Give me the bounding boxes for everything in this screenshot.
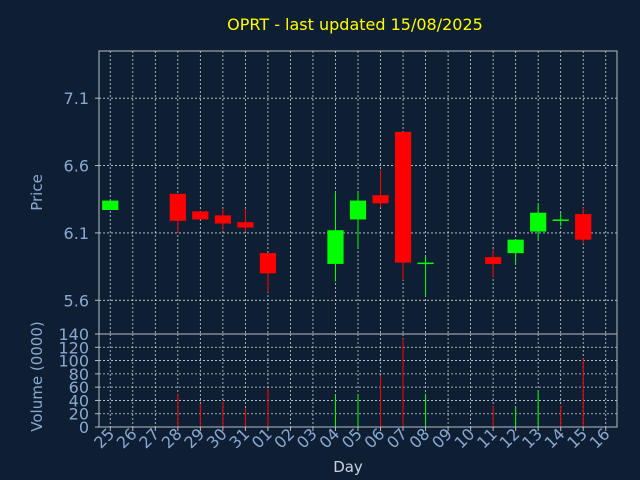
volume-y-tick-label: 140 — [58, 325, 89, 344]
x-axis-label: Day — [333, 458, 363, 476]
candle-11 — [485, 249, 502, 278]
volume-y-tick-label: 60 — [69, 378, 89, 397]
volume-y-tick-label: 80 — [69, 365, 89, 384]
x-tick-label: 16 — [586, 424, 614, 452]
candle-08 — [417, 255, 434, 297]
candle-15 — [575, 207, 592, 244]
volume-y-tick-label: 100 — [58, 352, 89, 371]
candle-body — [169, 193, 186, 221]
candle-01 — [259, 253, 277, 293]
volume-y-tick-label: 20 — [69, 405, 89, 424]
candle-body — [507, 239, 524, 254]
volume-y-tick-label: 40 — [69, 391, 89, 410]
price-y-axis-label: Price — [28, 174, 46, 211]
volume-bars — [177, 338, 584, 427]
candles — [102, 131, 592, 297]
price-y-tick-label: 6.1 — [64, 224, 89, 243]
candle-body — [552, 219, 569, 221]
candle-04 — [327, 192, 344, 282]
candle-28 — [169, 193, 186, 233]
price-y-tick-label: 7.1 — [64, 89, 89, 108]
candle-body — [530, 212, 547, 232]
candle-13 — [530, 203, 547, 240]
candle-06 — [372, 169, 389, 208]
price-panel: 5.6 6.1 6.6 7.1 Price — [28, 50, 618, 335]
price-y-tick-label: 5.6 — [64, 291, 89, 310]
candle-12 — [507, 239, 524, 264]
candle-body — [372, 195, 389, 204]
candle-body — [237, 222, 254, 228]
candle-body — [259, 253, 277, 274]
candle-07 — [394, 131, 412, 281]
candle-body — [485, 257, 502, 264]
candle-29 — [192, 211, 209, 220]
x-tick-labels: 2526272829303101020304050607080910111213… — [90, 424, 613, 452]
candle-25 — [102, 200, 119, 211]
candle-05 — [349, 192, 367, 248]
chart-title: OPRT - last updated 15/08/2025 — [227, 15, 483, 34]
price-y-ticks: 5.6 6.1 6.6 7.1 — [64, 89, 99, 310]
volume-y-axis-label: Volume (0000) — [28, 321, 46, 431]
price-y-tick-label: 6.6 — [64, 157, 89, 176]
candle-body — [417, 262, 434, 265]
candle-30 — [214, 208, 231, 231]
candle-body — [349, 200, 367, 220]
candle-body — [102, 200, 119, 211]
candle-body — [575, 214, 592, 240]
candle-14 — [552, 212, 569, 227]
candle-body — [394, 131, 412, 263]
candle-31 — [237, 208, 254, 232]
candle-body — [192, 211, 209, 220]
volume-y-tick-label: 0 — [79, 418, 89, 437]
candle-body — [327, 230, 344, 264]
volume-y-tick-label: 120 — [58, 338, 89, 357]
candle-body — [214, 215, 231, 224]
